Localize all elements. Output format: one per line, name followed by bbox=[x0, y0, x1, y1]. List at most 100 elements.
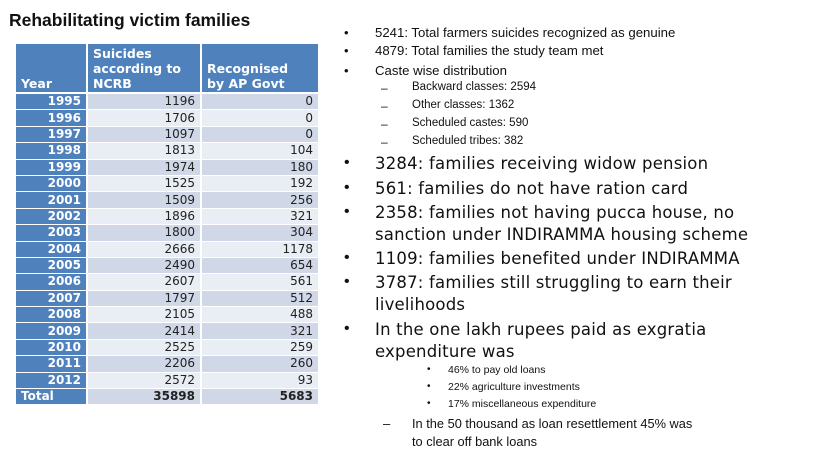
year-cell: 2004 bbox=[16, 241, 88, 258]
ap-govt-cell: 93 bbox=[201, 372, 320, 390]
ap-govt-cell: 0 bbox=[201, 109, 320, 127]
ap-govt-cell: 256 bbox=[201, 191, 320, 209]
year-cell: 1997 bbox=[16, 126, 88, 144]
ap-govt-cell: 180 bbox=[201, 159, 320, 176]
table-row: 1998 1813 104 bbox=[16, 142, 320, 160]
table-row: 1996 1706 0 bbox=[16, 109, 320, 127]
year-cell: 2007 bbox=[16, 290, 88, 308]
header-ncrb: Suicides according to NCRB bbox=[87, 44, 202, 94]
year-cell: 2010 bbox=[16, 339, 88, 357]
table-row: 1995 1196 0 bbox=[16, 93, 320, 111]
ncrb-cell: 1509 bbox=[87, 191, 202, 209]
ap-govt-cell: 260 bbox=[201, 355, 320, 373]
year-cell: 2009 bbox=[16, 322, 88, 340]
bullet-text: livelihoods bbox=[375, 295, 466, 314]
bullet-text: 3787: families still struggling to earn … bbox=[375, 273, 732, 292]
ncrb-cell: 1097 bbox=[87, 126, 202, 144]
total-label: Total bbox=[16, 388, 88, 406]
ncrb-cell: 2490 bbox=[87, 257, 202, 275]
bullet-icon: • bbox=[344, 320, 350, 337]
ap-govt-cell: 304 bbox=[201, 224, 320, 242]
table-row: 2010 2525 259 bbox=[16, 339, 320, 357]
bullet-text: 5241: Total farmers suicides recognized … bbox=[375, 25, 676, 40]
table-row: 2002 1896 321 bbox=[16, 208, 320, 226]
bullet-icon: • bbox=[344, 63, 349, 78]
ap-govt-cell: 321 bbox=[201, 322, 320, 340]
table-row: 2007 1797 512 bbox=[16, 290, 320, 308]
year-cell: 2012 bbox=[16, 372, 88, 390]
bullet-text: 17% miscellaneous expenditure bbox=[448, 398, 597, 410]
ncrb-cell: 2206 bbox=[87, 355, 202, 373]
year-cell: 1998 bbox=[16, 142, 88, 160]
ncrb-cell: 1974 bbox=[87, 159, 202, 176]
bullet-text: 561: families do not have ration card bbox=[375, 179, 689, 198]
bullet-icon: • bbox=[427, 398, 431, 409]
year-cell: 2005 bbox=[16, 257, 88, 275]
bullet-icon: • bbox=[344, 203, 350, 220]
bullet-text: 3284: families receiving widow pension bbox=[375, 154, 709, 173]
ncrb-cell: 2105 bbox=[87, 306, 202, 324]
header-ap-govt: Recognised by AP Govt bbox=[201, 44, 320, 94]
table-row: 2011 2206 260 bbox=[16, 355, 320, 373]
dash-icon: – bbox=[381, 81, 388, 95]
ap-govt-cell: 488 bbox=[201, 306, 320, 324]
ncrb-cell: 1525 bbox=[87, 175, 202, 193]
ncrb-cell: 1813 bbox=[87, 142, 202, 160]
year-cell: 2001 bbox=[16, 191, 88, 209]
total-ncrb: 35898 bbox=[87, 388, 202, 406]
bullet-icon: • bbox=[427, 381, 431, 392]
ncrb-cell: 2414 bbox=[87, 322, 202, 340]
header-year: Year bbox=[16, 44, 88, 94]
bullet-icon: • bbox=[344, 43, 349, 58]
ncrb-cell: 1800 bbox=[87, 224, 202, 242]
table-row: 2001 1509 256 bbox=[16, 191, 320, 209]
table-row: 2003 1800 304 bbox=[16, 224, 320, 242]
table-header-row: Year Suicides according to NCRB Recognised… bbox=[16, 44, 320, 94]
table-row: 1997 1097 0 bbox=[16, 126, 320, 144]
suicides-table: Year Suicides according to NCRB Recognised… bbox=[16, 44, 320, 406]
bullet-text: to clear off bank loans bbox=[412, 434, 537, 449]
table-row: 2012 2572 93 bbox=[16, 372, 320, 390]
year-cell: 2008 bbox=[16, 306, 88, 324]
ncrb-cell: 2525 bbox=[87, 339, 202, 357]
year-cell: 1995 bbox=[16, 93, 88, 111]
slide-title: Rehabilitating victim families bbox=[9, 10, 251, 30]
ap-govt-cell: 1178 bbox=[201, 241, 320, 258]
dash-icon: – bbox=[381, 135, 388, 149]
bullet-icon: • bbox=[427, 364, 431, 375]
bullet-text: In the one lakh rupees paid as exgratia bbox=[375, 320, 707, 339]
table-row: 2009 2414 321 bbox=[16, 322, 320, 340]
ncrb-cell: 1196 bbox=[87, 93, 202, 111]
ncrb-cell: 1896 bbox=[87, 208, 202, 226]
bullet-text: 4879: Total families the study team met bbox=[375, 43, 604, 58]
ap-govt-cell: 321 bbox=[201, 208, 320, 226]
table-row: 2005 2490 654 bbox=[16, 257, 320, 275]
ncrb-cell: 2666 bbox=[87, 241, 202, 258]
year-cell: 2002 bbox=[16, 208, 88, 226]
ap-govt-cell: 0 bbox=[201, 93, 320, 111]
bullet-text: 22% agriculture investments bbox=[448, 381, 580, 393]
total-ap-govt: 5683 bbox=[201, 388, 320, 406]
table-row: 1999 1974 180 bbox=[16, 159, 320, 176]
bullet-text: sanction under INDIRAMMA housing scheme bbox=[375, 225, 749, 244]
table-row: 2008 2105 488 bbox=[16, 306, 320, 324]
table-row: 2000 1525 192 bbox=[16, 175, 320, 193]
year-cell: 1999 bbox=[16, 159, 88, 176]
total-row: Total 35898 5683 bbox=[16, 388, 320, 406]
bullet-text: Backward classes: 2594 bbox=[412, 81, 537, 93]
bullet-text: Caste wise distribution bbox=[375, 63, 507, 78]
bullet-text: 46% to pay old loans bbox=[448, 364, 546, 376]
bullet-text: In the 50 thousand as loan resettlement … bbox=[412, 416, 693, 431]
ap-govt-cell: 561 bbox=[201, 273, 320, 291]
bullet-text: 1109: families benefited under INDIRAMMA bbox=[375, 249, 740, 268]
year-cell: 1996 bbox=[16, 109, 88, 127]
bullet-text: Scheduled castes: 590 bbox=[412, 117, 529, 129]
bullet-text: Other classes: 1362 bbox=[412, 99, 515, 111]
bullet-icon: • bbox=[344, 25, 349, 40]
ap-govt-cell: 654 bbox=[201, 257, 320, 275]
year-cell: 2003 bbox=[16, 224, 88, 242]
table-row: 2006 2607 561 bbox=[16, 273, 320, 291]
ncrb-cell: 1797 bbox=[87, 290, 202, 308]
dash-icon: – bbox=[383, 416, 391, 431]
